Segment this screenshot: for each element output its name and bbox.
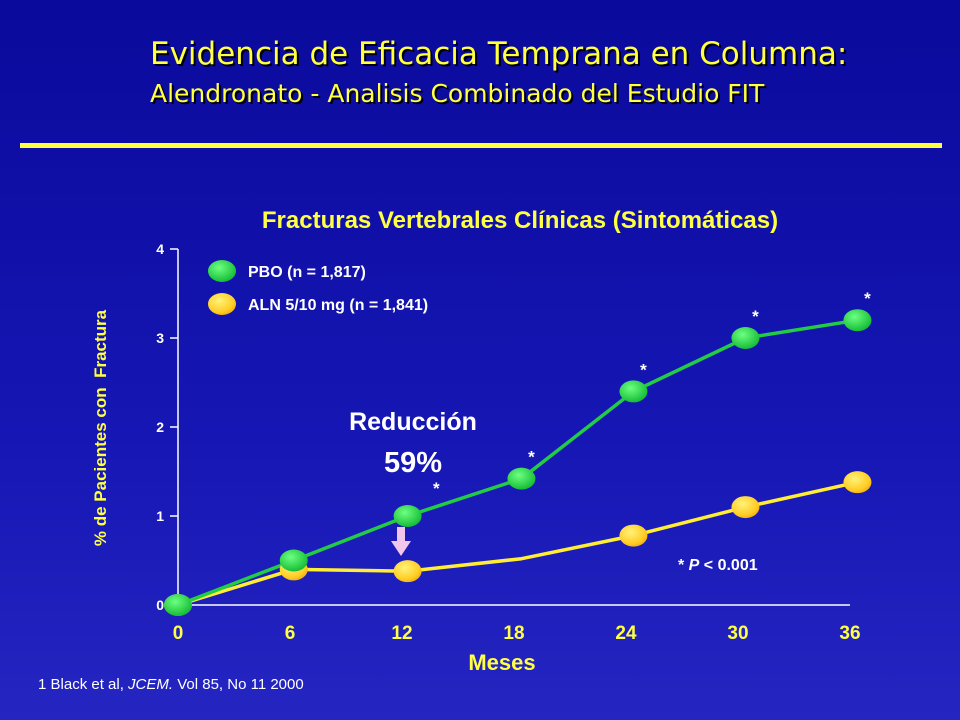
series-markers bbox=[164, 309, 872, 616]
title-divider bbox=[20, 143, 942, 148]
data-point-pbo bbox=[279, 549, 308, 572]
data-point-aln bbox=[393, 560, 422, 583]
legend-label-pbo: PBO (n = 1,817) bbox=[248, 264, 366, 281]
data-point-pbo bbox=[393, 505, 422, 527]
data-point-aln bbox=[731, 496, 760, 519]
x-tick-label: 24 bbox=[615, 623, 637, 644]
x-tick-label: 0 bbox=[173, 623, 184, 644]
legend-marker-pbo bbox=[208, 260, 236, 282]
significance-star: * bbox=[864, 289, 871, 308]
reduction-value: 59% bbox=[384, 447, 442, 479]
y-tick-label: 2 bbox=[156, 419, 164, 435]
data-point-aln bbox=[843, 471, 872, 494]
significance-star: * bbox=[433, 479, 440, 498]
slide-subtitle: Alendronato - Analisis Combinado del Est… bbox=[150, 79, 765, 108]
x-tick-label: 18 bbox=[503, 623, 524, 644]
legend: PBO (n = 1,817) ALN 5/10 mg (n = 1,841) bbox=[208, 260, 428, 315]
significance-star: * bbox=[640, 360, 647, 379]
reduction-label: Reducción bbox=[349, 408, 477, 436]
reduction-annotation: Reducción 59% bbox=[349, 408, 477, 556]
data-point-pbo bbox=[619, 380, 648, 403]
y-tick-label: 4 bbox=[156, 241, 164, 257]
data-point-aln bbox=[619, 524, 648, 547]
x-tick-label: 36 bbox=[839, 623, 860, 644]
x-tick-label: 6 bbox=[285, 623, 296, 644]
significance-star: * bbox=[752, 307, 759, 326]
y-tick-label: 3 bbox=[156, 330, 164, 346]
y-axis-label: % de Pacientes con Fractura bbox=[91, 309, 110, 546]
y-tick-label: 1 bbox=[156, 508, 164, 524]
x-ticks: 0 6 12 18 24 30 36 bbox=[173, 623, 861, 644]
y-ticks: 0 1 2 3 4 bbox=[156, 241, 178, 613]
data-point-pbo bbox=[164, 594, 192, 616]
y-tick-label: 0 bbox=[156, 597, 164, 613]
chart-title: Fracturas Vertebrales Clínicas (Sintomát… bbox=[262, 207, 778, 234]
p-value-note: * P < 0.001 bbox=[678, 557, 758, 574]
legend-marker-aln bbox=[208, 293, 236, 315]
significance-star: * bbox=[528, 448, 535, 467]
slide-title: Evidencia de Eficacia Temprana en Column… bbox=[150, 36, 848, 72]
data-point-pbo bbox=[507, 467, 536, 490]
footnote: 1 Black et al, JCEM. Vol 85, No 11 2000 bbox=[38, 676, 304, 693]
data-point-pbo bbox=[731, 327, 760, 349]
down-arrow-icon bbox=[391, 527, 411, 556]
significance-stars: * * * * * bbox=[433, 289, 871, 498]
legend-label-aln: ALN 5/10 mg (n = 1,841) bbox=[248, 297, 428, 314]
x-tick-label: 30 bbox=[727, 623, 748, 644]
data-point-pbo bbox=[843, 309, 872, 332]
x-axis-label: Meses bbox=[468, 650, 535, 675]
x-tick-label: 12 bbox=[391, 623, 412, 644]
